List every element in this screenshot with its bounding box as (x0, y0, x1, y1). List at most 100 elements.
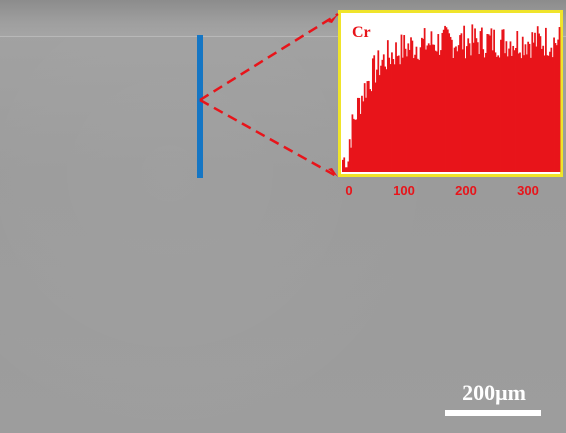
profile-bar (523, 55, 525, 172)
profile-bar (461, 49, 464, 172)
profile-bar (476, 42, 479, 172)
profile-bar (520, 58, 523, 173)
profile-bar (446, 29, 449, 172)
profile-bar (471, 24, 474, 173)
profile-bar (344, 167, 347, 172)
profile-bar (448, 33, 451, 173)
profile-bar (485, 52, 487, 172)
profile-bar (465, 46, 468, 172)
profile-bar (483, 57, 486, 172)
profile-bar (557, 39, 560, 173)
profile-bar (554, 43, 557, 172)
profile-bar (516, 31, 519, 172)
profile-bar (442, 29, 445, 173)
arrowhead-top (328, 14, 338, 23)
profile-bar (489, 35, 491, 172)
profile-bar (381, 59, 384, 173)
profile-bar (399, 64, 401, 172)
profile-bar (377, 50, 380, 173)
profile-bar (422, 38, 425, 172)
profile-bar (423, 28, 426, 172)
profile-bar (531, 32, 534, 173)
profile-bar (438, 54, 441, 172)
profile-bar (549, 51, 551, 173)
profile-bar (358, 97, 361, 172)
profile-bar (495, 56, 498, 172)
profile-bar (407, 43, 410, 173)
profile-bar (532, 42, 535, 172)
profile-bar (386, 40, 389, 172)
profile-bar (501, 29, 504, 173)
profile-bar (543, 55, 546, 173)
cr-profile (342, 24, 561, 173)
profile-bar (361, 95, 363, 172)
profile-bar (506, 56, 509, 172)
profile-bar (487, 34, 490, 172)
zoom-line-top (199, 12, 339, 102)
profile-bar (389, 64, 392, 172)
profile-bar (397, 55, 400, 172)
profile-bar (527, 41, 530, 173)
profile-bar (366, 81, 369, 172)
profile-bar (444, 25, 446, 172)
profile-bar (510, 55, 513, 172)
profile-bar (524, 44, 527, 172)
profile-bar (540, 48, 543, 172)
profile-bar (498, 57, 501, 173)
profile-bar (474, 28, 476, 173)
profile-bar (408, 49, 411, 172)
profile-bar (472, 42, 475, 172)
profile-bar (542, 45, 545, 172)
profile-bar (367, 80, 370, 172)
profile-bar (359, 113, 362, 172)
profile-bar (400, 34, 403, 172)
profile-bar (528, 43, 531, 172)
arrowhead-bottom (328, 168, 338, 177)
profile-bar (401, 57, 404, 172)
profile-bar (519, 52, 521, 172)
profile-bar (509, 41, 512, 172)
profile-bar (553, 37, 555, 172)
profile-bar (433, 44, 436, 172)
profile-bar (530, 57, 532, 172)
profile-bar (346, 167, 348, 172)
profile-bar (490, 28, 493, 172)
profile-bar (392, 59, 395, 173)
profile-bar (388, 57, 391, 173)
profile-bar (347, 161, 350, 172)
profile-bar (419, 47, 422, 172)
profile-bar (342, 159, 344, 172)
profile-bar (491, 50, 494, 173)
profile-bar (434, 50, 437, 172)
profile-bar (456, 51, 459, 173)
profile-bar (391, 52, 393, 172)
profile-bar (460, 33, 463, 172)
profile-bar (410, 37, 412, 172)
profile-bar (459, 35, 461, 172)
profile-bar (464, 58, 467, 172)
profile-bar (348, 139, 351, 172)
profile-bar (365, 97, 367, 172)
profile-bar (403, 35, 406, 172)
scale-bar-label: 200μm (462, 380, 526, 405)
profile-bar (393, 64, 396, 172)
profile-bar (479, 31, 482, 173)
profile-bar (478, 54, 481, 172)
profile-bar (545, 27, 547, 172)
profile-bar (515, 47, 517, 172)
profile-bar (451, 39, 453, 172)
profile-bar (370, 91, 373, 172)
profile-bar (376, 69, 378, 172)
profile-bar (482, 49, 485, 172)
x-tick-100: 100 (393, 183, 415, 198)
profile-bar (455, 46, 457, 172)
profile-bar (536, 26, 539, 173)
profile-bar (445, 27, 448, 172)
profile-bar (427, 43, 430, 172)
profile-bar (534, 32, 536, 172)
profile-bar (418, 60, 421, 172)
profile-bar (500, 39, 502, 173)
profile-bar (352, 118, 355, 172)
profile-bar (395, 42, 397, 172)
